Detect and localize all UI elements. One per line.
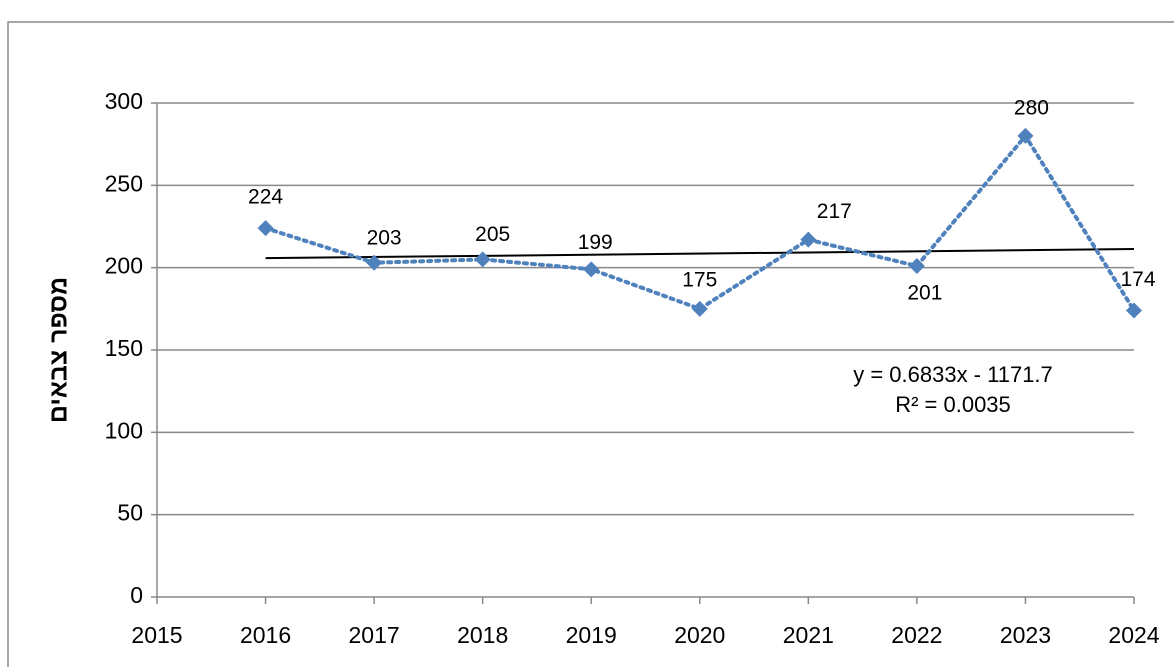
trendline-equation: R² = 0.0035 [895, 392, 1011, 417]
y-tick-label: 250 [105, 170, 143, 196]
x-tick-label: 2021 [783, 622, 834, 648]
data-point [366, 254, 383, 271]
y-tick-label: 200 [105, 253, 143, 279]
y-tick-label: 300 [105, 88, 143, 114]
data-label: 203 [367, 226, 402, 249]
trendline [265, 248, 1135, 260]
x-tick-label: 2015 [131, 622, 182, 648]
y-tick-label: 0 [130, 582, 143, 608]
data-label: 224 [248, 186, 283, 209]
data-point [583, 261, 600, 278]
data-label: 201 [907, 282, 942, 305]
x-tick-label: 2019 [566, 622, 617, 648]
chart-frame [7, 21, 1174, 667]
y-tick-label: 100 [105, 417, 143, 443]
x-tick-label: 2017 [349, 622, 400, 648]
data-label: 174 [1120, 268, 1155, 291]
y-tick-label: 50 [117, 500, 143, 526]
trendline-equation: y = 0.6833x - 1171.7 [853, 362, 1053, 387]
x-tick-label: 2024 [1108, 622, 1159, 648]
data-point [691, 300, 708, 317]
x-tick-label: 2016 [240, 622, 291, 648]
data-label: 205 [475, 223, 510, 246]
y-tick-label: 150 [105, 335, 143, 361]
data-point [257, 220, 274, 237]
data-point [1126, 302, 1142, 319]
data-point [474, 251, 491, 268]
data-point [1017, 127, 1034, 144]
data-point [908, 258, 925, 275]
x-tick-label: 2020 [674, 622, 725, 648]
data-label: 175 [682, 268, 717, 291]
x-tick-label: 2018 [457, 622, 508, 648]
x-tick-label: 2022 [891, 622, 942, 648]
x-tick-label: 2023 [1000, 622, 1051, 648]
data-label: 217 [817, 200, 852, 223]
data-label: 199 [578, 231, 613, 254]
y-axis-label: מספר צבאים [45, 277, 73, 423]
data-label: 280 [1014, 96, 1049, 119]
data-point [800, 231, 817, 248]
